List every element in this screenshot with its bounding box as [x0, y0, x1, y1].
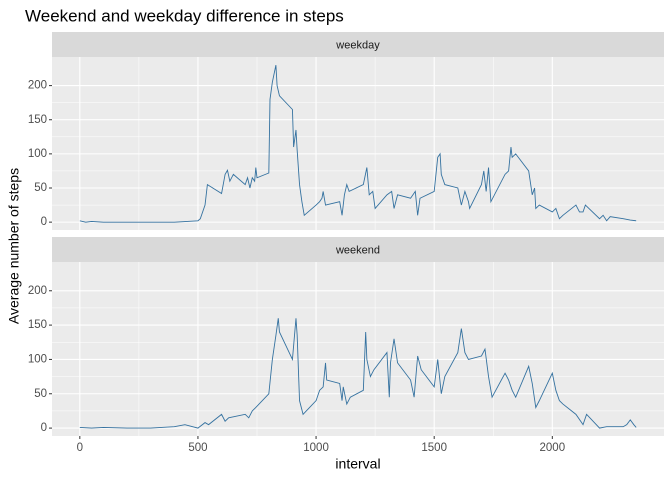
y-tick-label: 50 [34, 388, 47, 400]
y-tick-label: 0 [41, 216, 47, 228]
x-tick-label: 0 [77, 442, 83, 454]
y-tick-label: 100 [28, 353, 47, 365]
strip [52, 237, 664, 262]
y-tick-label: 50 [34, 182, 47, 194]
x-tick-label: 1500 [421, 442, 447, 454]
x-tick-label: 1000 [303, 442, 329, 454]
panel [52, 262, 664, 436]
y-tick-label: 200 [28, 285, 47, 297]
x-tick-label: 2000 [540, 442, 566, 454]
y-tick-label: 200 [28, 80, 47, 92]
y-tick-label: 0 [41, 422, 47, 434]
x-axis-label: interval [335, 456, 380, 472]
y-axis-label: Average number of steps [6, 168, 22, 324]
y-tick-label: 150 [28, 319, 47, 331]
y-tick-label: 150 [28, 114, 47, 126]
line [79, 65, 637, 223]
x-tick-label: 500 [188, 442, 207, 454]
facet-label: weekday [335, 39, 380, 51]
y-tick-label: 100 [28, 148, 47, 160]
facet-label: weekend [335, 244, 380, 256]
panel [52, 57, 664, 230]
chart-title: Weekend and weekday difference in steps [25, 6, 344, 25]
line [79, 318, 637, 429]
strip [52, 32, 664, 57]
